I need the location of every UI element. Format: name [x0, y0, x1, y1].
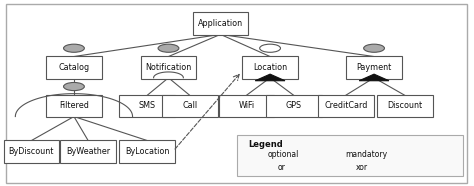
Circle shape [158, 44, 179, 52]
Text: WiFi: WiFi [238, 101, 255, 110]
Text: requires: requires [190, 99, 216, 104]
FancyBboxPatch shape [318, 94, 374, 117]
FancyBboxPatch shape [219, 94, 274, 117]
FancyBboxPatch shape [60, 140, 116, 163]
Text: CreditCard: CreditCard [324, 101, 367, 110]
FancyBboxPatch shape [162, 94, 218, 117]
Polygon shape [330, 164, 357, 170]
FancyBboxPatch shape [46, 94, 102, 117]
Text: Application: Application [198, 19, 243, 28]
Circle shape [64, 44, 84, 52]
FancyBboxPatch shape [119, 94, 175, 117]
FancyBboxPatch shape [46, 56, 102, 78]
Text: Call: Call [182, 101, 197, 110]
Text: xor: xor [356, 163, 368, 171]
FancyBboxPatch shape [6, 4, 467, 182]
Text: ByDiscount: ByDiscount [9, 147, 54, 156]
Text: Payment: Payment [356, 63, 392, 72]
Text: ByWeather: ByWeather [66, 147, 110, 156]
Text: Location: Location [253, 63, 287, 72]
Text: Filtered: Filtered [59, 101, 89, 110]
Polygon shape [359, 74, 389, 81]
Circle shape [325, 151, 342, 158]
Circle shape [247, 151, 264, 158]
FancyBboxPatch shape [119, 140, 175, 163]
Text: optional: optional [268, 150, 299, 159]
Text: mandatory: mandatory [346, 150, 388, 159]
Text: Catalog: Catalog [58, 63, 90, 72]
FancyBboxPatch shape [192, 12, 248, 35]
Text: Notification: Notification [146, 63, 191, 72]
FancyBboxPatch shape [237, 135, 464, 176]
Polygon shape [255, 74, 285, 81]
Circle shape [364, 44, 384, 52]
Text: Legend: Legend [248, 140, 283, 149]
FancyBboxPatch shape [266, 94, 321, 117]
Text: ByLocation: ByLocation [125, 147, 169, 156]
FancyBboxPatch shape [141, 56, 196, 78]
Polygon shape [252, 164, 279, 170]
FancyBboxPatch shape [242, 56, 298, 78]
Circle shape [260, 44, 281, 52]
FancyBboxPatch shape [377, 94, 433, 117]
Circle shape [64, 82, 84, 91]
Text: Discount: Discount [387, 101, 422, 110]
Text: or: or [278, 163, 286, 171]
Text: GPS: GPS [286, 101, 302, 110]
FancyBboxPatch shape [3, 140, 59, 163]
Text: SMS: SMS [138, 101, 156, 110]
FancyBboxPatch shape [346, 56, 402, 78]
